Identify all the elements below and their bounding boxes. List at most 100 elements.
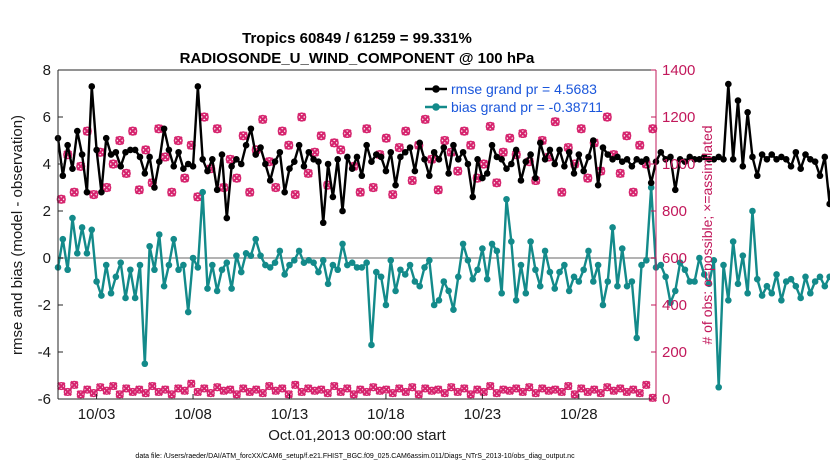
obs-possible-point — [342, 128, 352, 139]
obs-possible-point — [486, 381, 495, 391]
bias-series-point — [676, 259, 684, 267]
obs-assimilated-point — [388, 190, 398, 199]
obs-assimilated-point — [336, 387, 345, 397]
bias-series-point — [758, 292, 766, 299]
rmse-series-point — [454, 156, 462, 163]
obs-assimilated-point — [310, 147, 320, 157]
bias-series-point — [454, 273, 462, 281]
rmse-series-point — [594, 181, 602, 189]
obs-assimilated-point — [596, 388, 605, 398]
bias-series-point — [739, 252, 747, 259]
obs-assimilated-point — [245, 387, 254, 397]
obs-assimilated-point — [206, 388, 215, 398]
bias-series-point — [725, 297, 732, 304]
obs-possible-point — [161, 385, 170, 394]
obs-assimilated-point — [407, 176, 417, 185]
rmse-series-point — [233, 156, 240, 163]
obs-assimilated-point — [498, 147, 508, 157]
obs-assimilated-point — [56, 194, 66, 204]
obs-assimilated-point — [258, 388, 267, 398]
bias-series-point — [98, 292, 105, 299]
obs-possible-point — [479, 387, 488, 397]
obs-assimilated-point — [433, 185, 443, 195]
obs-possible-point — [388, 389, 397, 398]
bias-series-point — [435, 297, 443, 304]
rmse-series-point — [739, 163, 747, 170]
obs-assimilated-point — [551, 385, 560, 394]
rmse-series-point — [276, 148, 284, 156]
rmse-series-point — [517, 177, 525, 184]
rmse-series-point — [551, 160, 559, 168]
bias-series-point — [189, 254, 197, 262]
bias-series-point — [614, 282, 621, 290]
obs-assimilated-point — [369, 383, 378, 392]
rmse-series-point — [657, 148, 665, 156]
obs-possible-point — [200, 384, 209, 393]
obs-assimilated-point — [382, 385, 391, 394]
obs-possible-point — [498, 147, 508, 157]
obs-assimilated-point — [648, 124, 658, 134]
obs-assimilated-point — [642, 380, 651, 390]
obs-possible-point — [622, 131, 632, 141]
obs-possible-point — [134, 185, 144, 195]
obs-assimilated-point — [135, 385, 144, 394]
obs-possible-point — [187, 379, 196, 388]
bias-series-point — [671, 287, 679, 295]
rmse-series-point — [281, 188, 288, 196]
bias-series-point — [194, 264, 202, 271]
bias-series-point — [406, 261, 414, 269]
bias-series-point — [175, 266, 182, 274]
obs-assimilated-point — [265, 381, 274, 391]
bias-series-point — [160, 282, 168, 290]
rmse-series-point — [131, 146, 139, 154]
rmse-series-point — [295, 141, 303, 149]
bias-series-point — [131, 294, 139, 302]
rmse-series-point — [305, 148, 313, 156]
rmse-series-point — [585, 153, 592, 161]
y-right-tick-label: 200 — [662, 344, 687, 361]
obs-assimilated-point — [479, 387, 488, 397]
y-left-tick-label: -4 — [38, 344, 51, 361]
y-left-tick-label: 2 — [43, 203, 51, 220]
obs-assimilated-point — [492, 178, 502, 188]
rmse-series-point — [73, 127, 81, 135]
rmse-series-point — [382, 167, 390, 175]
bias-series-point — [580, 266, 587, 274]
obs-assimilated-point — [115, 136, 125, 145]
obs-assimilated-point — [460, 384, 469, 393]
rmse-series-point — [604, 151, 612, 158]
bias-series-point — [778, 297, 785, 304]
obs-possible-point — [232, 390, 241, 399]
bias-series-point — [585, 247, 592, 255]
rmse-series-point — [315, 158, 322, 165]
rmse-series-point — [590, 137, 597, 144]
bias-series-point — [204, 285, 211, 292]
bias-series-point — [696, 254, 703, 262]
obs-assimilated-point — [96, 383, 105, 392]
x-tick-label: 10/08 — [174, 406, 212, 423]
obs-assimilated-point — [355, 187, 365, 197]
rmse-series-point — [561, 163, 568, 170]
obs-assimilated-point — [304, 384, 313, 393]
obs-possible-point — [466, 140, 476, 150]
obs-possible-point — [583, 173, 593, 183]
obs-assimilated-point — [362, 124, 372, 134]
obs-possible-point — [128, 126, 138, 136]
rmse-series-point — [614, 153, 621, 161]
obs-assimilated-point — [395, 384, 404, 393]
y-right-tick-label: 600 — [662, 250, 687, 267]
obs-possible-point — [284, 390, 293, 399]
bias-series-point — [358, 264, 366, 271]
bias-series-point — [561, 261, 568, 269]
obs-possible-point — [362, 124, 372, 134]
bias-series-point — [498, 289, 505, 297]
rmse-series-point — [69, 165, 76, 172]
rmse-series-point — [387, 148, 395, 156]
obs-assimilated-point — [102, 386, 111, 395]
obs-assimilated-point — [518, 129, 528, 138]
obs-assimilated-point — [453, 387, 462, 397]
bias-series-point — [590, 278, 597, 285]
obs-possible-point — [420, 114, 430, 124]
bias-series-point — [749, 207, 756, 215]
bias-series-point — [474, 266, 481, 274]
